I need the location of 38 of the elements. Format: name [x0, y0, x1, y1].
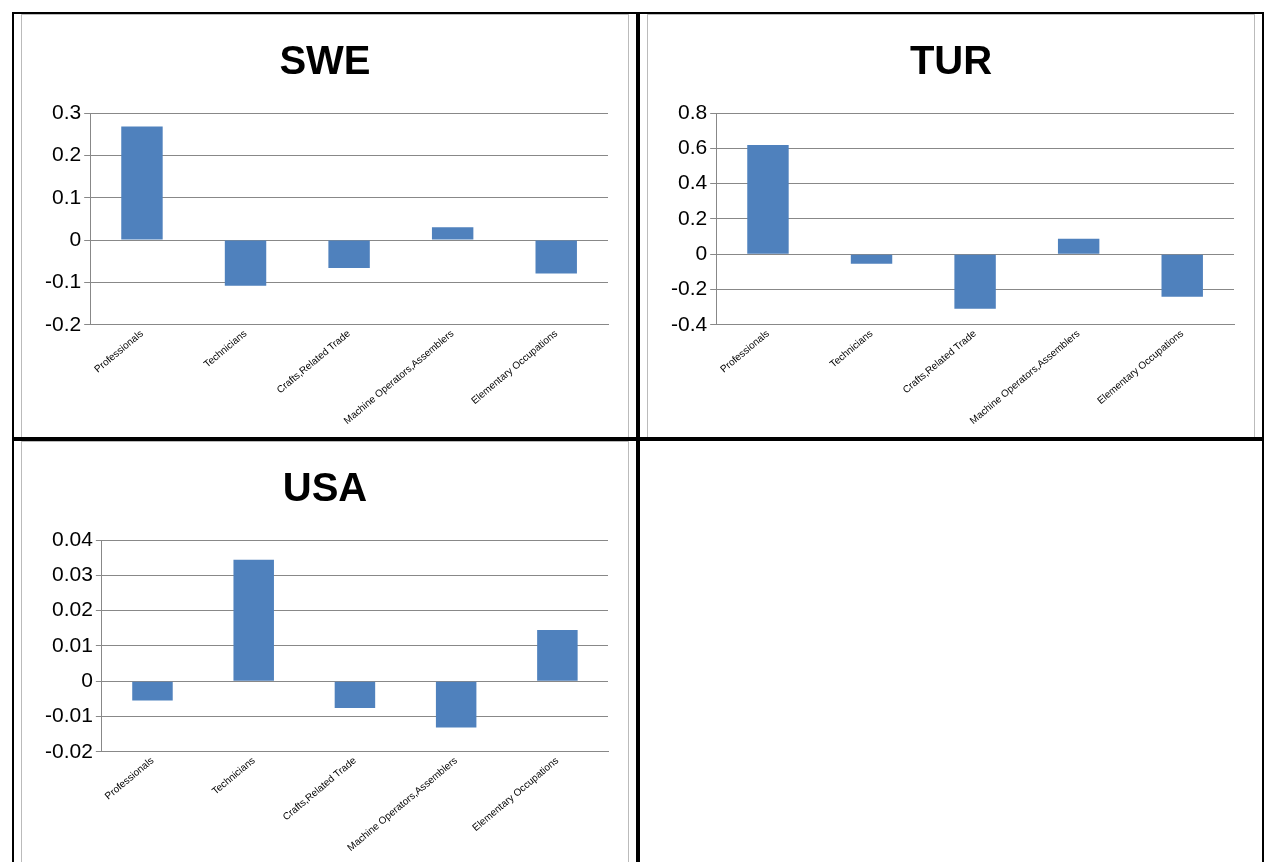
y-tick-label: 0.1 — [51, 184, 82, 208]
y-tick-label: -0.1 — [45, 269, 82, 293]
y-tick-label: -0.01 — [44, 703, 93, 727]
y-tick-label: 0.6 — [677, 135, 708, 159]
y-tick-label: 0 — [69, 226, 82, 250]
y-tick-label: 0 — [695, 240, 708, 264]
bar — [537, 630, 578, 681]
bar — [334, 681, 376, 709]
y-tick-label: 0.8 — [677, 99, 708, 123]
bar — [328, 240, 370, 269]
bar — [132, 681, 173, 701]
bar — [1161, 254, 1203, 297]
bar — [233, 559, 274, 681]
bar — [850, 254, 893, 264]
y-tick-label: 0.04 — [51, 526, 94, 550]
bar — [1057, 238, 1100, 254]
y-tick-label: 0 — [81, 667, 93, 691]
bar — [431, 227, 474, 240]
y-tick-label: -0.4 — [671, 311, 708, 335]
y-tick-label: 0.03 — [51, 562, 93, 586]
y-tick-label: 0.02 — [51, 597, 93, 621]
y-tick-label: 0.4 — [677, 170, 708, 194]
y-tick-label: -0.2 — [671, 276, 708, 300]
y-tick-label: -0.2 — [45, 311, 82, 335]
y-tick-label: 0.2 — [51, 142, 82, 166]
bar — [121, 126, 163, 240]
chart-title: TUR — [909, 38, 993, 83]
bar — [435, 681, 477, 728]
bar — [224, 240, 267, 286]
y-tick-label: 0.3 — [51, 99, 82, 123]
y-tick-label: 0.01 — [51, 632, 93, 656]
y-tick-label: -0.02 — [44, 738, 93, 762]
bar — [535, 240, 577, 274]
bar — [747, 145, 789, 254]
chart-title: USA — [282, 465, 368, 510]
y-tick-label: 0.2 — [677, 205, 708, 229]
bar — [954, 254, 996, 309]
chart-title: SWE — [279, 38, 371, 83]
